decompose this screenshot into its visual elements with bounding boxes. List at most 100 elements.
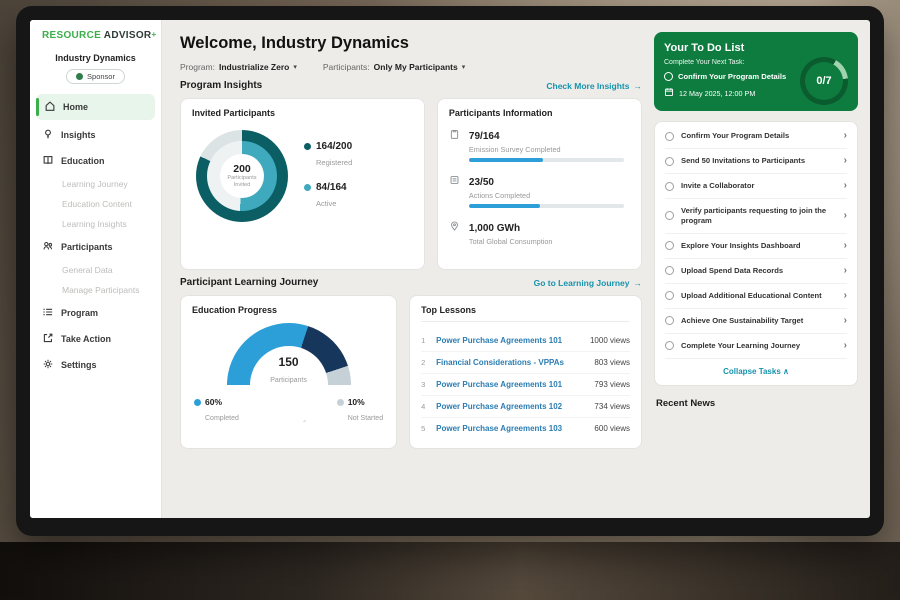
sidebar-item-program[interactable]: Program [30, 300, 161, 326]
next-task-row[interactable]: Confirm Your Program Details [664, 72, 796, 81]
checkbox-circle-icon[interactable] [665, 316, 674, 326]
insights-cards: Invited Participants 200 Participants In… [180, 98, 642, 270]
gauge-center: 150 Participants [227, 355, 351, 387]
lesson-rank: 1 [421, 336, 426, 345]
lesson-row: 2 Financial Considerations - VPPAs 803 v… [421, 352, 630, 374]
lesson-link[interactable]: Financial Considerations - VPPAs [436, 358, 565, 367]
task-label: Achieve One Sustainability Target [681, 315, 804, 325]
sidebar-item-settings[interactable]: Settings [30, 352, 161, 378]
checkbox-circle-icon[interactable] [665, 211, 674, 221]
participants-icon [42, 240, 54, 254]
link-label: Check More Insights [546, 80, 630, 91]
sidebar-item-learning-insights[interactable]: Learning Insights [30, 214, 161, 234]
metric-row: 23/50 Actions Completed [449, 172, 630, 208]
page-title: Welcome, Industry Dynamics [180, 34, 409, 52]
lesson-rank: 2 [421, 358, 426, 367]
checkbox-circle-icon [664, 72, 673, 81]
legend-value: 164/200 [316, 141, 353, 152]
task-row[interactable]: Upload Additional Educational Content › [665, 284, 847, 309]
lesson-link[interactable]: Power Purchase Agreements 103 [436, 424, 563, 433]
participants-label: Participants: [322, 62, 370, 72]
card-title: Education Progress [192, 305, 278, 315]
sidebar-item-general-data[interactable]: General Data [30, 260, 161, 280]
lesson-row: 5 Power Purchase Agreements 103 600 view… [421, 418, 630, 439]
lesson-row: 4 Power Purchase Agreements 102 734 view… [421, 396, 630, 418]
brand-resource: RESOURCE [42, 30, 102, 41]
metric-value: 23/50 [468, 177, 494, 188]
legend-dot [304, 143, 311, 150]
lesson-link[interactable]: Power Purchase Agreements 101 [436, 380, 563, 389]
todo-subtitle: Complete Your Next Task: [664, 59, 745, 66]
todo-progress-value: 0/7 [816, 75, 832, 87]
task-row[interactable]: Confirm Your Program Details › [665, 124, 847, 149]
task-row[interactable]: Explore Your Insights Dashboard › [665, 234, 847, 259]
todo-column: Your To Do List Complete Your Next Task:… [654, 20, 870, 518]
sidebar-item-participants[interactable]: Participants [30, 234, 161, 260]
check-more-insights-link[interactable]: Check More Insights → [546, 81, 642, 91]
lesson-link[interactable]: Power Purchase Agreements 101 [436, 336, 563, 345]
checkbox-circle-icon[interactable] [665, 241, 674, 251]
todo-progress-ring: 0/7 [800, 57, 848, 105]
program-select[interactable]: Program: Industrialize Zero ▾ [180, 62, 297, 72]
sidebar-item-manage-participants[interactable]: Manage Participants [30, 280, 161, 300]
checkbox-circle-icon[interactable] [665, 131, 674, 141]
task-row[interactable]: Achieve One Sustainability Target › [665, 309, 847, 334]
sponsor-icon [76, 73, 84, 80]
participants-select[interactable]: Participants: Only My Participants ▾ [323, 62, 465, 72]
section-title: Participant Learning Journey [180, 277, 319, 288]
sidebar-item-learning-journey[interactable]: Learning Journey [30, 174, 161, 194]
donut-center-value: 200 [233, 163, 251, 176]
task-row[interactable]: Verify participants requesting to join t… [665, 199, 847, 234]
task-label: Invite a Collaborator [681, 181, 755, 191]
chevron-right-icon: › [843, 209, 847, 221]
sidebar-item-education-content[interactable]: Education Content [30, 194, 161, 214]
sidebar-item-label: Education [61, 156, 105, 166]
go-to-learning-journey-link[interactable]: Go to Learning Journey → [534, 278, 642, 288]
sidebar-item-label: Home [63, 102, 89, 112]
main-content: Welcome, Industry Dynamics Program: Indu… [162, 20, 654, 518]
legend-label: Registered [316, 158, 353, 167]
lesson-views: 803 views [594, 358, 630, 367]
legend-label: Not Started [347, 415, 384, 422]
sidebar-item-home[interactable]: Home [36, 94, 155, 120]
metric-label: Total Global Consumption [468, 237, 553, 246]
task-row[interactable]: Upload Spend Data Records › [665, 259, 847, 284]
checkbox-circle-icon[interactable] [665, 341, 674, 351]
legend-value: 84/164 [316, 182, 347, 193]
recent-news-title: Recent News [656, 397, 716, 409]
participants-information-card: Participants Information 79/164 Emission… [436, 98, 642, 270]
collapse-label: Collapse Tasks [723, 366, 781, 376]
lesson-link[interactable]: Power Purchase Agreements 102 [436, 402, 563, 411]
chevron-right-icon: › [843, 180, 847, 191]
location-pin-icon [449, 218, 461, 250]
checkbox-circle-icon[interactable] [665, 266, 674, 276]
sidebar-item-take-action[interactable]: Take Action [30, 326, 161, 352]
checkbox-circle-icon[interactable] [665, 291, 674, 301]
task-row[interactable]: Complete Your Learning Journey › [665, 334, 847, 359]
sidebar-item-insights[interactable]: Insights [30, 122, 161, 148]
task-label: Complete Your Learning Journey [681, 340, 801, 350]
todo-summary-card: Your To Do List Complete Your Next Task:… [654, 32, 858, 111]
sidebar-item-label: Insights [61, 130, 96, 140]
task-label: Confirm Your Program Details [681, 131, 790, 141]
chevron-up-icon: ∧ [783, 366, 789, 376]
brand-plus: + [151, 30, 157, 39]
legend-dot [304, 184, 311, 191]
task-row[interactable]: Send 50 Invitations to Participants › [665, 149, 847, 174]
metric-label: Emission Survey Completed [468, 145, 561, 154]
task-row[interactable]: Invite a Collaborator › [665, 174, 847, 199]
sidebar-item-label: Learning Journey [62, 179, 128, 189]
lesson-views: 734 views [594, 402, 630, 411]
metric-row: 1,000 GWh Total Global Consumption [449, 218, 630, 250]
dashboard-screen: RESOURCE ADVISOR+ Industry Dynamics Spon… [30, 20, 870, 518]
legend-value: 10% [347, 397, 365, 407]
sponsor-badge[interactable]: Sponsor [66, 69, 125, 84]
chevron-right-icon: › [843, 239, 847, 251]
checkbox-circle-icon[interactable] [665, 156, 674, 166]
gauge-center-label: Participants [270, 377, 307, 384]
sidebar-item-education[interactable]: Education [30, 148, 161, 174]
checkbox-circle-icon[interactable] [665, 181, 674, 191]
metric-value: 1,000 GWh [468, 223, 521, 234]
filter-bar: Program: Industrialize Zero ▾ Participan… [180, 62, 642, 72]
collapse-tasks-link[interactable]: Collapse Tasks ∧ [665, 359, 847, 385]
